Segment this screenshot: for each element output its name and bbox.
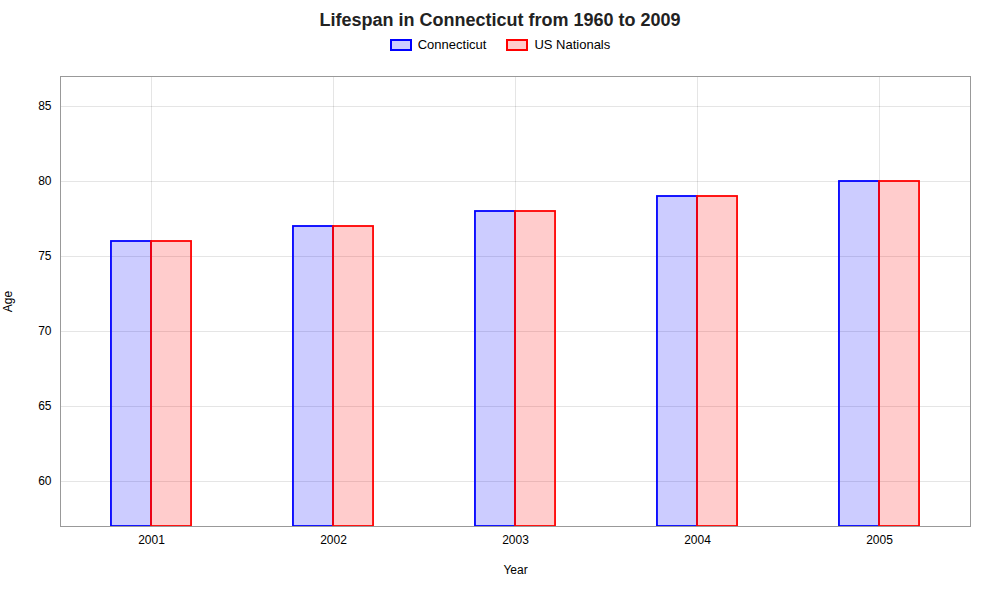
svg-text:70: 70 xyxy=(38,324,52,338)
svg-text:Year: Year xyxy=(503,563,527,577)
svg-text:2001: 2001 xyxy=(138,533,165,547)
html-text:Connecticut: Connecticut xyxy=(417,37,487,52)
svg-text:60: 60 xyxy=(38,474,52,488)
html-text:US Nationals: US Nationals xyxy=(534,37,611,52)
html-text:Lifespan in Connecticut from 1: Lifespan in Connecticut from 1960 to 200… xyxy=(319,10,681,30)
svg-text:80: 80 xyxy=(38,174,52,188)
svg-text:75: 75 xyxy=(38,249,52,263)
svg-text:85: 85 xyxy=(38,99,52,113)
svg-text:2005: 2005 xyxy=(866,533,893,547)
svg-text:2004: 2004 xyxy=(684,533,711,547)
svg-text:Age: Age xyxy=(1,291,15,313)
svg-text:2002: 2002 xyxy=(320,533,347,547)
svg-text:65: 65 xyxy=(38,399,52,413)
svg-text:2003: 2003 xyxy=(502,533,529,547)
